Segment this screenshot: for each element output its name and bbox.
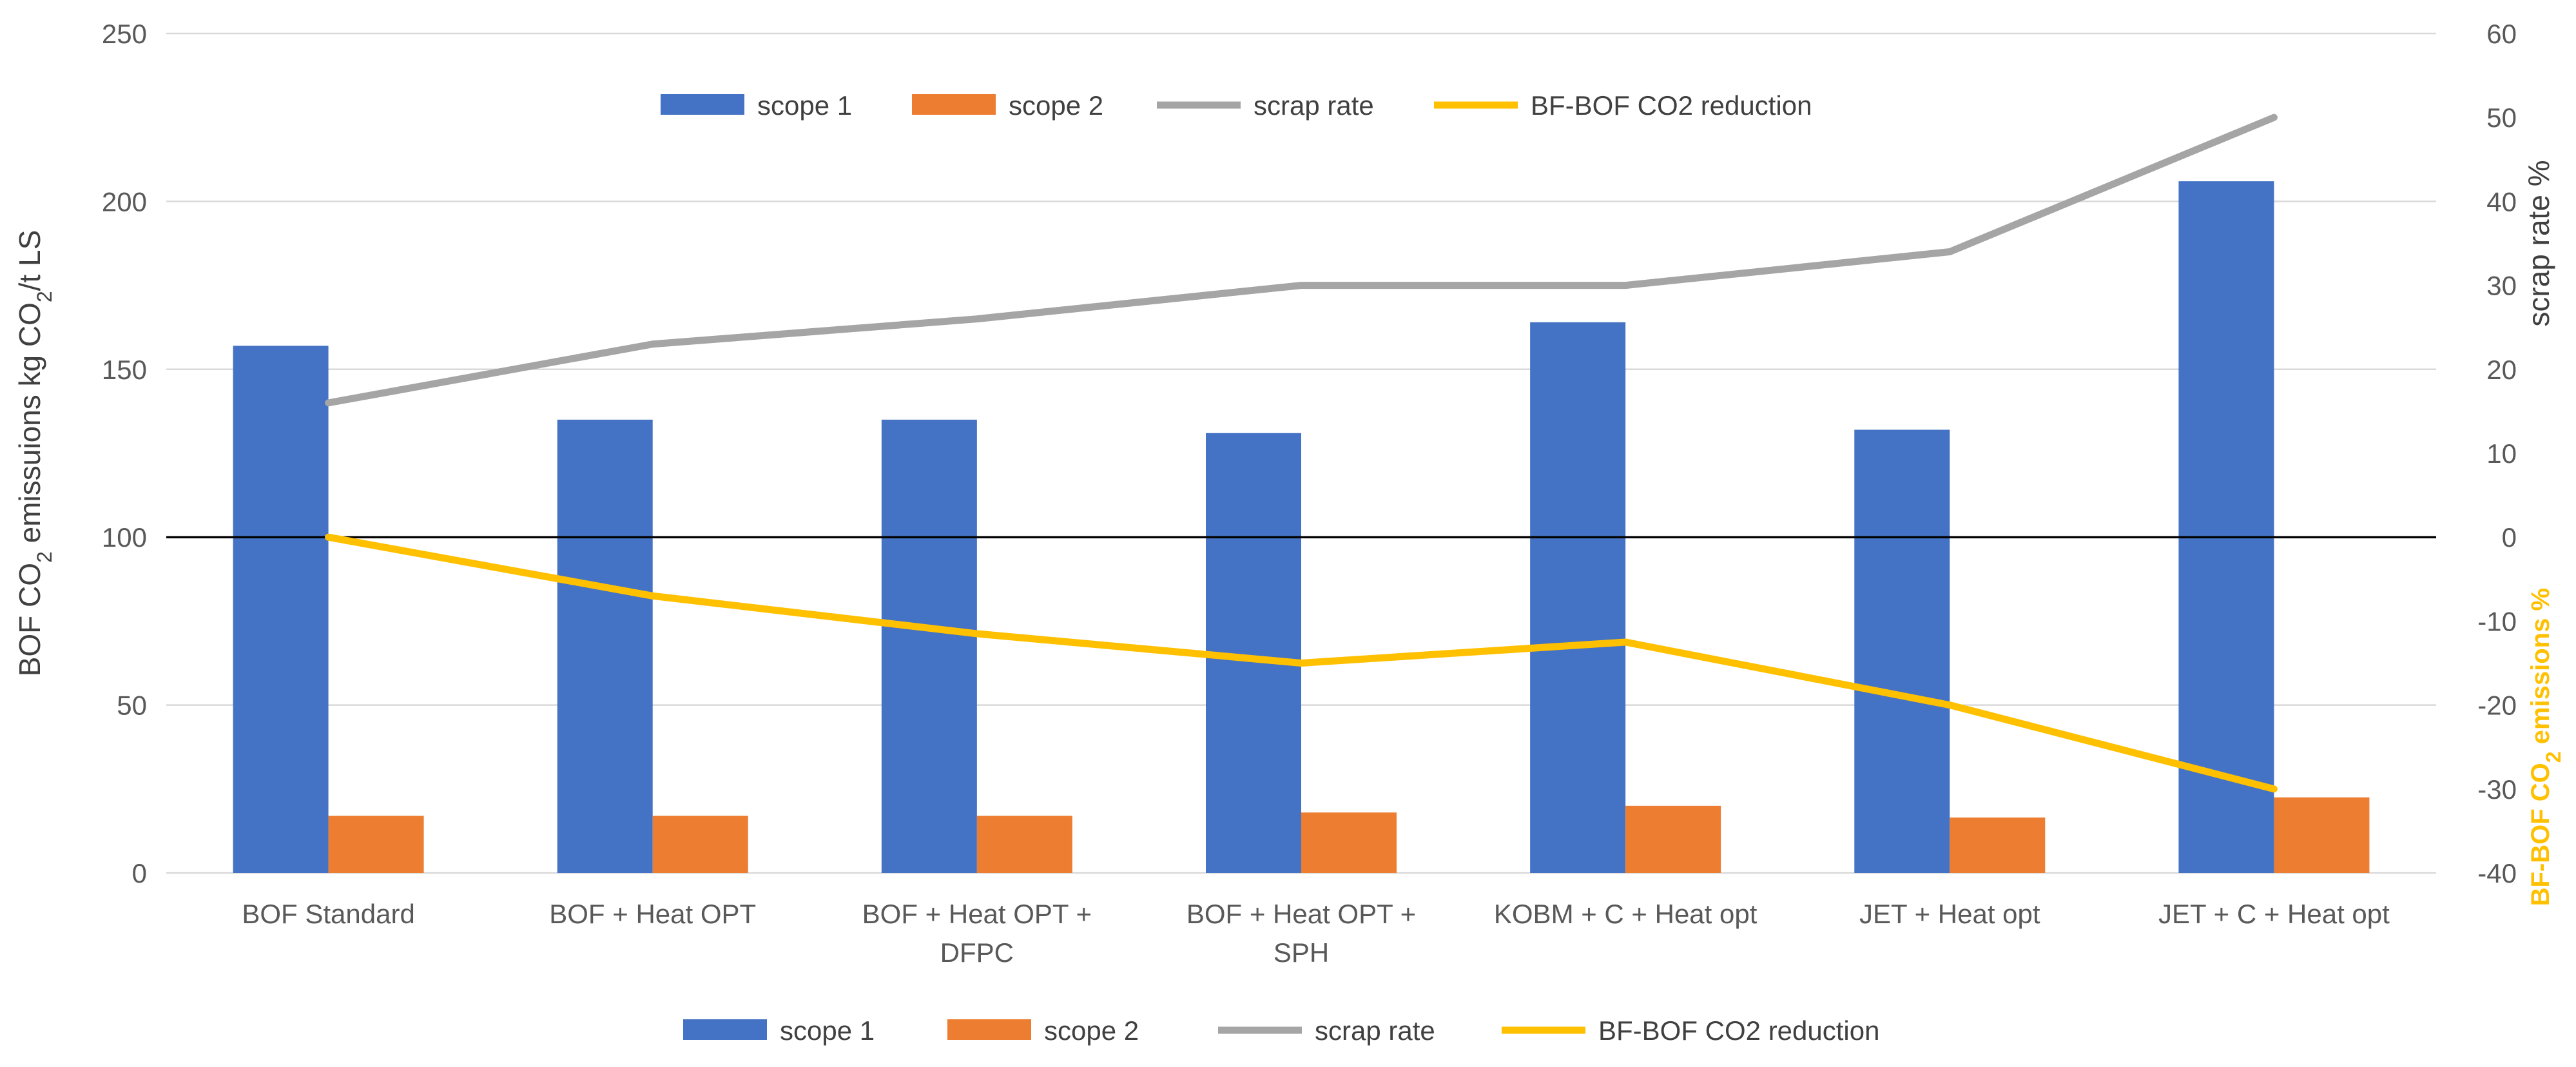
legend-swatch: [947, 1019, 1031, 1040]
right-tick-label: 50: [2486, 103, 2517, 133]
category-label: JET + C + Heat opt: [2158, 899, 2390, 929]
right-axis-ticks: -40 -30 -20 -10 0 10 20 30 40 50 60: [2477, 19, 2517, 888]
category-label: BOF + Heat OPT +: [1186, 899, 1416, 929]
line-bf-bof-co2-reduction: [325, 533, 2278, 793]
right-tick-label: 60: [2486, 19, 2517, 49]
bars: [233, 181, 2370, 874]
legend-swatch: [661, 94, 744, 115]
right-tick-label: -10: [2477, 606, 2517, 636]
legend-swatch: [912, 94, 996, 115]
category-label: KOBM + C + Heat opt: [1494, 899, 1758, 929]
right-tick-label: -20: [2477, 690, 2517, 721]
legend-label: scrap rate: [1254, 90, 1374, 121]
category-label: BOF + Heat OPT: [549, 899, 756, 929]
category-label: DFPC: [940, 937, 1014, 968]
legend-label: scrap rate: [1315, 1015, 1435, 1046]
legend-label: BF-BOF CO2 reduction: [1531, 90, 1812, 121]
title-part: emissions %: [2526, 588, 2555, 751]
left-tick-label: 200: [102, 186, 147, 217]
bar-scope-2: [652, 816, 748, 873]
legend-swatch: [683, 1019, 767, 1040]
right-axis-title-2: BF-BOF CO2 emissions %: [2526, 588, 2565, 906]
left-tick-label: 150: [102, 355, 147, 385]
right-tick-label: -40: [2477, 858, 2517, 888]
title-part: emissuions kg CO: [13, 302, 46, 551]
right-tick-label: 10: [2486, 438, 2517, 469]
right-tick-label: 20: [2486, 355, 2517, 385]
bar-scope-2: [328, 816, 424, 873]
axis-titles: BOF CO2 emissuions kg CO2/t LS scrap rate…: [13, 160, 2565, 906]
bar-scope-2: [2274, 797, 2370, 873]
bar-scope-1: [1854, 429, 1950, 873]
legend-label: scope 2: [1009, 90, 1103, 121]
right-tick-label: -30: [2477, 774, 2517, 805]
bar-scope-1: [881, 419, 977, 873]
title-part: BOF CO: [13, 563, 46, 676]
right-tick-label: 0: [2502, 522, 2517, 553]
legend-top: scope 1 scope 2 scrap rate BF-BOF CO2 reduc…: [661, 90, 1812, 121]
category-label: BOF + Heat OPT +: [862, 899, 1092, 929]
line-scrap-rate: [325, 113, 2278, 407]
right-tick-label: 40: [2486, 186, 2517, 217]
category-label: JET + Heat opt: [1859, 899, 2040, 929]
subscript: 2: [2542, 751, 2565, 763]
left-tick-label: 50: [117, 690, 147, 721]
right-tick-label: 30: [2486, 271, 2517, 301]
left-axis-ticks: 0 50 100 150 200 250: [102, 19, 147, 888]
bar-scope-2: [976, 816, 1072, 873]
category-labels: BOF Standard BOF + Heat OPT BOF + Heat OPT…: [242, 899, 2390, 968]
subscript: 2: [33, 291, 56, 302]
subscript: 2: [33, 551, 56, 563]
legend-bottom: scope 1 scope 2 scrap rate BF-BOF CO2 reduc…: [683, 1015, 1879, 1046]
bar-scope-2: [1950, 817, 2046, 873]
right-axis-title: scrap rate %: [2522, 160, 2555, 326]
title-part: /t LS: [13, 230, 46, 291]
series-lines: [325, 113, 2278, 793]
title-part: BF-BOF CO: [2526, 763, 2555, 906]
left-tick-label: 0: [132, 858, 147, 888]
left-tick-label: 100: [102, 522, 147, 553]
bar-scope-1: [233, 346, 329, 873]
category-label: SPH: [1273, 937, 1329, 968]
bar-scope-2: [1625, 805, 1721, 873]
left-tick-label: 250: [102, 19, 147, 49]
bar-scope-1: [2178, 181, 2274, 874]
left-axis-title: BOF CO2 emissuions kg CO2/t LS: [13, 230, 56, 677]
bar-scope-1: [557, 419, 653, 873]
bar-scope-2: [1301, 812, 1397, 873]
category-label: BOF Standard: [242, 899, 414, 929]
legend-label: BF-BOF CO2 reduction: [1598, 1015, 1879, 1046]
legend-label: scope 2: [1044, 1015, 1139, 1046]
bar-scope-1: [1530, 322, 1626, 873]
legend-label: scope 1: [780, 1015, 875, 1046]
legend-label: scope 1: [757, 90, 852, 121]
